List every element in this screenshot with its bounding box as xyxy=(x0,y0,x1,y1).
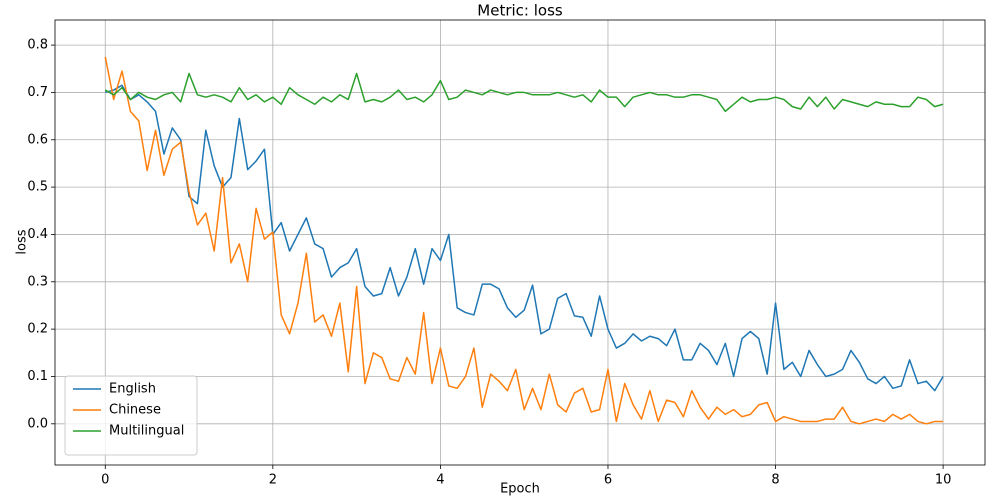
y-tick-label: 0.5 xyxy=(27,180,48,195)
chart-title: Metric: loss xyxy=(477,2,563,20)
legend-label: Chinese xyxy=(109,403,161,418)
y-tick-label: 0.8 xyxy=(27,38,48,53)
x-tick-label: 4 xyxy=(436,473,444,488)
x-tick-label: 8 xyxy=(771,473,779,488)
legend-label: Multilingual xyxy=(109,424,184,439)
y-axis-label: loss xyxy=(15,229,30,254)
x-axis-label: Epoch xyxy=(500,482,540,497)
x-tick-label: 0 xyxy=(101,473,109,488)
legend: English Chinese Multilingual xyxy=(64,375,198,456)
y-tick-label: 0.7 xyxy=(27,85,48,100)
y-tick-label: 0.1 xyxy=(27,369,48,384)
plot-frame xyxy=(54,19,986,466)
series-line xyxy=(105,84,944,392)
y-tick-label: 0.0 xyxy=(27,416,48,431)
legend-label: English xyxy=(109,382,156,397)
y-tick-label: 0.4 xyxy=(27,227,48,242)
series-line xyxy=(104,56,944,425)
y-tick-label: 0.6 xyxy=(27,132,48,147)
y-tick-label: 0.2 xyxy=(27,322,48,337)
legend-box xyxy=(64,375,198,456)
x-tick-label: 10 xyxy=(935,473,952,488)
x-tick-label: 2 xyxy=(269,473,277,488)
series-line xyxy=(104,72,944,113)
y-tick-label: 0.3 xyxy=(27,274,48,289)
x-tick-label: 6 xyxy=(604,473,612,488)
